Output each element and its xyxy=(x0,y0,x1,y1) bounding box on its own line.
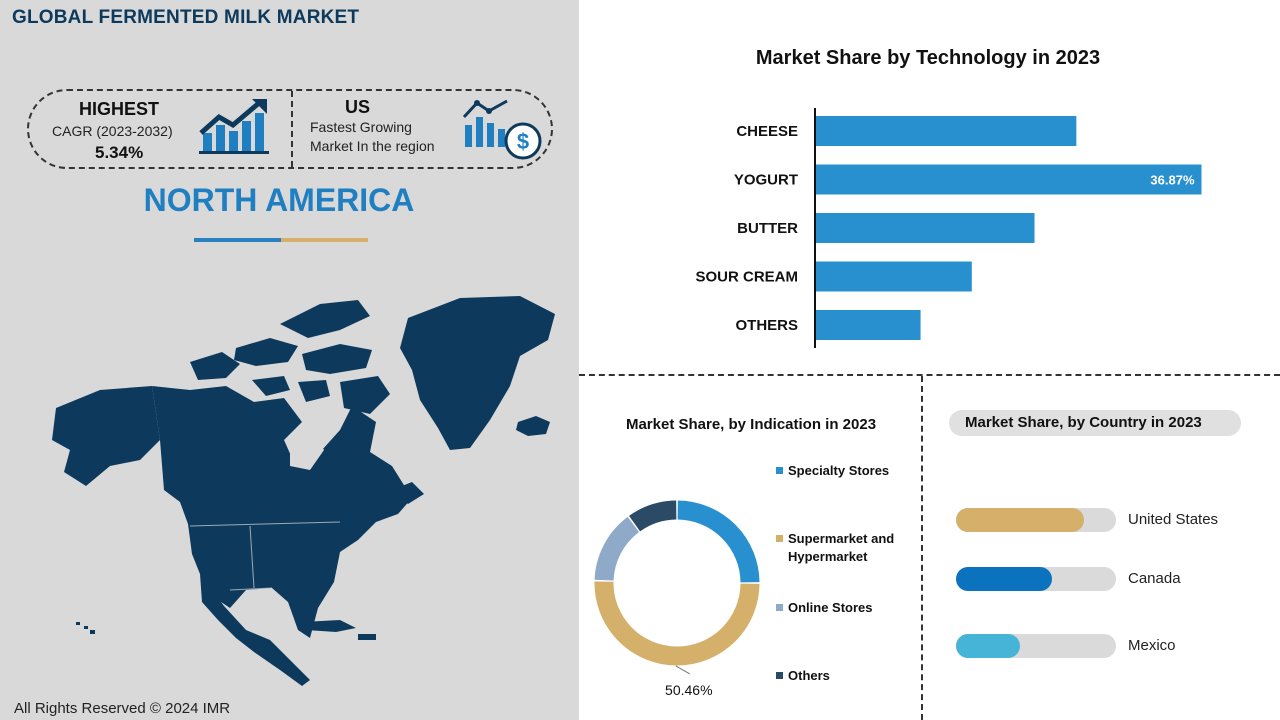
top-country-title: US xyxy=(345,97,371,117)
slice-online-stores xyxy=(594,516,640,581)
category-label: YOGURT xyxy=(734,172,798,189)
country-track-canada xyxy=(956,567,1116,591)
legend-swatch xyxy=(776,672,783,679)
legend-swatch xyxy=(776,467,783,474)
slice-others xyxy=(629,500,677,532)
region-underline-gold xyxy=(281,238,368,242)
vertical-divider xyxy=(921,376,923,720)
summary-panel: GLOBAL FERMENTED MILK MARKET HIGHEST CAG… xyxy=(0,0,579,720)
country-label: Mexico xyxy=(1128,637,1176,654)
legend-swatch xyxy=(776,604,783,611)
country-label: United States xyxy=(1128,511,1219,528)
cagr-value: 5.34% xyxy=(95,143,144,162)
country-track-united-states xyxy=(956,508,1116,532)
slice-specialty-stores xyxy=(677,500,760,583)
highlights-divider xyxy=(291,91,293,167)
legend-label: Specialty Stores xyxy=(788,463,890,478)
indication-chart-title: Market Share, by Indication in 2023 xyxy=(625,416,877,433)
legend-swatch xyxy=(776,535,783,542)
category-label: SOUR CREAM xyxy=(695,269,798,286)
slice-supermarket-and-hypermarket xyxy=(594,581,760,666)
category-label: CHEESE xyxy=(736,123,798,140)
country-chart-title-text: Market Share, by Country in 2023 xyxy=(965,414,1202,431)
bar-sour-cream xyxy=(816,261,972,292)
bar-cheese xyxy=(816,116,1077,146)
bar-yogurt xyxy=(816,164,1202,195)
bar-others xyxy=(816,310,921,340)
region-underline-blue xyxy=(194,238,281,242)
page-title: GLOBAL FERMENTED MILK MARKET xyxy=(12,7,360,28)
top-country-line1: Fastest Growing xyxy=(310,119,412,135)
category-label: BUTTER xyxy=(737,220,798,237)
country-label: Canada xyxy=(1128,570,1181,587)
highlights-box: HIGHEST CAGR (2023-2032) 5.34% US Fastes… xyxy=(27,89,553,169)
country-chart-title: Market Share, by Country in 2023 xyxy=(949,410,1241,436)
data-label-leader xyxy=(675,665,691,675)
indication-donut-chart: 50.46% xyxy=(594,500,760,698)
region-title: NORTH AMERICA xyxy=(143,182,415,218)
country-bar-fill xyxy=(956,567,1052,591)
country-track-mexico xyxy=(956,634,1116,658)
top-country-line2: Market In the region xyxy=(310,138,435,154)
growth-chart-icon xyxy=(199,99,269,154)
technology-chart-title: Market Share by Technology in 2023 xyxy=(755,47,1101,69)
cagr-period: CAGR (2023-2032) xyxy=(52,123,173,139)
highest-title: HIGHEST xyxy=(79,99,160,119)
data-label: 50.46% xyxy=(665,682,712,698)
horizontal-divider xyxy=(579,374,1280,376)
country-bar-fill xyxy=(956,634,1020,658)
copyright-text: All Rights Reserved © 2024 IMR xyxy=(14,700,231,717)
data-label: 36.87% xyxy=(1150,173,1195,188)
legend-label: Supermarket and Hypermarket xyxy=(788,531,895,564)
svg-text:$: $ xyxy=(517,129,529,154)
dollar-chart-icon: $ xyxy=(462,99,542,160)
country-bar-fill xyxy=(956,508,1084,532)
category-label: OTHERS xyxy=(735,317,798,334)
bar-butter xyxy=(816,213,1035,243)
north-america-map xyxy=(52,296,555,686)
legend-label: Online Stores xyxy=(788,600,873,615)
legend-label: Others xyxy=(788,668,830,683)
technology-bar-chart: CHEESE YOGURT 36.87% BUTTER SOUR CREAM OTHERS xyxy=(695,108,1202,348)
